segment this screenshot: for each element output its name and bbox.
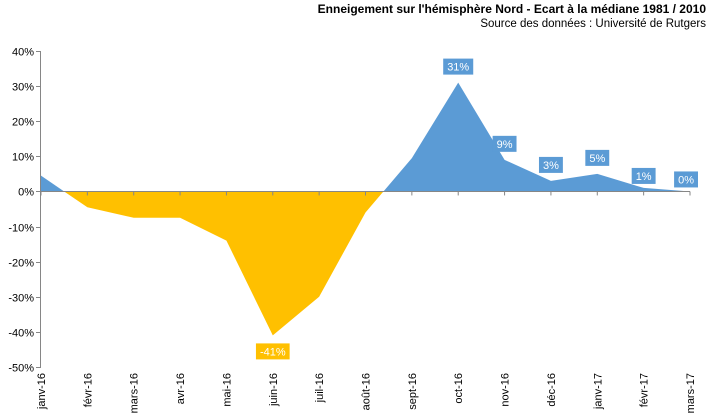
data-label: 31% [443,58,474,75]
data-label-box [585,149,610,166]
x-tick-label: oct-16 [453,373,465,404]
data-label-box [255,343,290,360]
data-label: 5% [585,149,610,166]
svg-text:0%: 0% [678,174,694,186]
svg-text:1%: 1% [636,171,652,183]
x-tick-label: janv-17 [592,373,604,410]
y-tick-label: 40% [12,47,34,59]
data-label: 0% [674,171,698,188]
x-tick-label: févr-16 [82,373,94,407]
x-tick-label: mai-16 [221,373,233,407]
svg-text:31%: 31% [447,62,469,74]
y-tick-label: 10% [12,152,34,164]
x-tick-label: mars-17 [685,373,697,413]
x-tick-label: avr-16 [175,373,187,404]
data-label: -41% [255,343,290,360]
svg-text:-41%: -41% [260,346,286,358]
chart-subtitle: Source des données : Université de Rutge… [480,18,706,30]
svg-text:5%: 5% [589,153,605,165]
chart-title: Enneigement sur l'hémisphère Nord - Ecar… [317,2,706,16]
y-tick-label: 30% [12,82,34,94]
x-tick-label: juil-16 [314,373,326,403]
data-label-box [492,135,517,152]
x-tick-label: juin-16 [268,373,280,407]
y-tick-label: -50% [8,363,34,375]
data-label-box [674,171,698,188]
x-tick-label: août-16 [361,373,373,410]
x-tick-label: nov-16 [500,373,512,407]
y-tick-label: -40% [8,328,34,340]
x-tick-label: janv-16 [36,373,48,410]
data-label-box [538,156,563,173]
chart-header: Enneigement sur l'hémisphère Nord - Ecar… [318,1,706,31]
y-tick-label: 0% [18,187,34,199]
x-tick-label: sept-16 [407,373,419,410]
chart-axes: 40%30%20%10%0%-10%-20%-30%-40%-50%janv-1… [8,47,697,414]
data-label: 1% [631,167,656,184]
negative-area [64,191,384,336]
x-tick-label: déc-16 [546,373,558,407]
positive-area [41,175,65,192]
data-label-box [631,167,656,184]
x-tick-label: mars-16 [129,373,141,413]
y-tick-label: -20% [8,258,34,270]
x-tick-label: févr-17 [639,373,651,407]
data-label: 9% [492,135,517,152]
svg-text:9%: 9% [497,139,513,151]
y-tick-label: 20% [12,117,34,129]
chart-labels: -41% 31% 9% 3% 5% 1% 0% [255,58,698,360]
positive-area [383,82,690,192]
data-label: 3% [538,156,563,173]
chart-areas [41,82,690,336]
y-tick-label: -10% [8,223,34,235]
data-label-box [443,58,474,75]
y-tick-label: -30% [8,293,34,305]
svg-text:3%: 3% [543,160,559,172]
